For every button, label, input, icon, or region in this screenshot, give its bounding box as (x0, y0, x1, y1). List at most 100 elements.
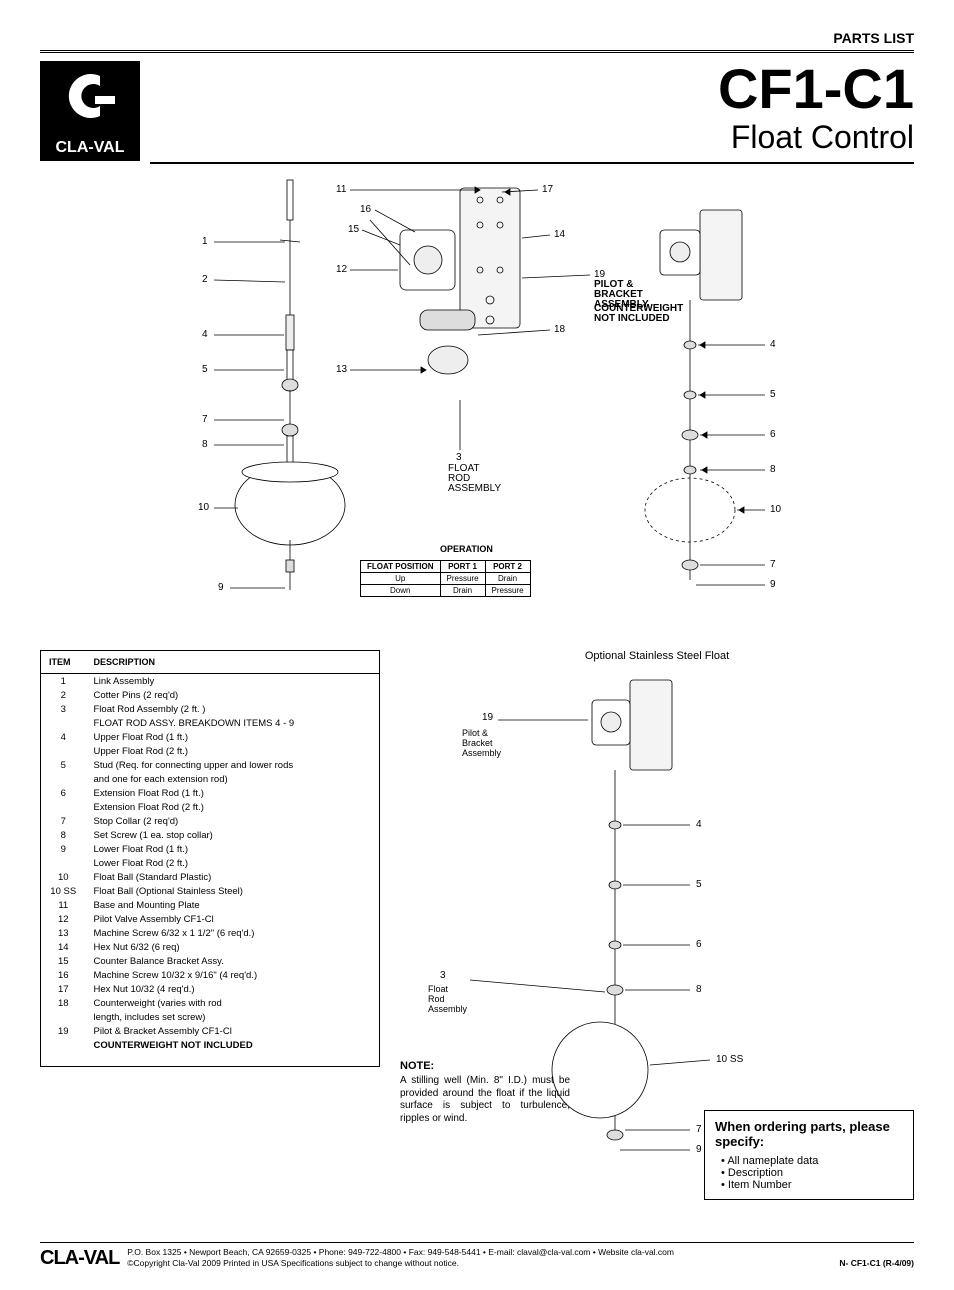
opt-callout-19: 19 (482, 712, 493, 723)
float-rod-label: FLOAT ROD ASSEMBLY (448, 464, 501, 494)
pt-desc: Machine Screw 10/32 x 9/16" (4 req'd.) (86, 968, 380, 982)
op-h2: PORT 1 (440, 561, 485, 573)
opt-r6: 6 (696, 939, 702, 950)
pt-item: 10 (41, 870, 86, 884)
counterweight-label: COUNTERWEIGHT NOT INCLUDED (594, 304, 683, 324)
table-row: 6Extension Float Rod (1 ft.) (41, 786, 380, 800)
operation-table: FLOAT POSITION PORT 1 PORT 2 Up Pressure… (360, 560, 531, 597)
op-r2c2: Drain (440, 585, 485, 597)
callout-r7: 7 (770, 559, 776, 570)
title-row: CLA-VAL CF1-C1 Float Control (40, 61, 914, 164)
pt-item: 14 (41, 940, 86, 954)
table-row: 2Cotter Pins (2 req'd) (41, 688, 380, 702)
callout-12: 12 (336, 264, 347, 275)
table-row: 9Lower Float Rod (1 ft.) (41, 842, 380, 856)
pt-desc: Set Screw (1 ea. stop collar) (86, 828, 380, 842)
title-block: CF1-C1 Float Control (150, 61, 914, 164)
op-r1c1: Up (361, 573, 441, 585)
footer-doc-id: N- CF1-C1 (R-4/09) (839, 1258, 914, 1269)
callout-11: 11 (336, 184, 346, 195)
callout-5: 5 (202, 364, 208, 375)
pt-desc: Lower Float Rod (2 ft.) (86, 856, 380, 870)
op-h1: FLOAT POSITION (361, 561, 441, 573)
order-item: Description (721, 1167, 903, 1179)
pt-desc: Hex Nut 6/32 (6 req) (86, 940, 380, 954)
pt-desc: Float Ball (Standard Plastic) (86, 870, 380, 884)
product-name: Float Control (150, 119, 914, 156)
pt-desc: Hex Nut 10/32 (4 req'd.) (86, 982, 380, 996)
opt-callout-3: 3 (440, 970, 446, 981)
callout-7: 7 (202, 414, 208, 425)
main-diagram: 1 2 4 5 7 8 10 9 11 16 15 12 13 17 14 19… (40, 170, 914, 640)
pt-item: 17 (41, 982, 86, 996)
callout-r9: 9 (770, 579, 776, 590)
footer-brand: CLA-VAL (40, 1247, 119, 1270)
parts-table: ITEM DESCRIPTION 1Link Assembly2Cotter P… (40, 650, 380, 1067)
table-row: Upper Float Rod (2 ft.) (41, 744, 380, 758)
pt-desc: Extension Float Rod (2 ft.) (86, 800, 380, 814)
pt-item: 9 (41, 842, 86, 856)
callout-15: 15 (348, 224, 359, 235)
pt-item: 10 SS (41, 884, 86, 898)
table-row: FLOAT ROD ASSY. BREAKDOWN ITEMS 4 - 9 (41, 716, 380, 730)
optional-column: Optional Stainless Steel Float (400, 650, 914, 1230)
op-h3: PORT 2 (485, 561, 530, 573)
pt-desc: Float Rod Assembly (2 ft. ) (86, 702, 380, 716)
title-underline (150, 162, 914, 164)
opt-r4: 4 (696, 819, 702, 830)
opt-r8: 8 (696, 984, 702, 995)
note-text: A stilling well (Min. 8" I.D.) must be p… (400, 1075, 570, 1125)
table-row: 15Counter Balance Bracket Assy. (41, 954, 380, 968)
model-number: CF1-C1 (150, 61, 914, 117)
opt-float-rod: Float Rod Assembly (428, 984, 467, 1014)
callout-9: 9 (218, 582, 224, 593)
pt-h-item: ITEM (41, 651, 86, 674)
table-row: 18Counterweight (varies with rod (41, 996, 380, 1010)
opt-r5: 5 (696, 879, 702, 890)
table-row: 10Float Ball (Standard Plastic) (41, 870, 380, 884)
table-row: 19Pilot & Bracket Assembly CF1-Cl (41, 1024, 380, 1038)
pt-item: 13 (41, 926, 86, 940)
table-row: 5Stud (Req. for connecting upper and low… (41, 758, 380, 772)
pt-item: 8 (41, 828, 86, 842)
table-row: 12Pilot Valve Assembly CF1-Cl (41, 912, 380, 926)
pt-desc: Base and Mounting Plate (86, 898, 380, 912)
pt-item: 2 (41, 688, 86, 702)
pt-item: 11 (41, 898, 86, 912)
callout-17: 17 (542, 184, 553, 195)
table-row: and one for each extension rod) (41, 772, 380, 786)
pt-desc: Upper Float Rod (1 ft.) (86, 730, 380, 744)
pt-desc: Stud (Req. for connecting upper and lowe… (86, 758, 380, 772)
table-row: Lower Float Rod (2 ft.) (41, 856, 380, 870)
pt-item: 5 (41, 758, 86, 772)
table-row: 11Base and Mounting Plate (41, 898, 380, 912)
pt-item: 7 (41, 814, 86, 828)
table-row: 16Machine Screw 10/32 x 9/16" (4 req'd.) (41, 968, 380, 982)
opt-pilot-bracket: Pilot & Bracket Assembly (462, 728, 501, 758)
callout-1: 1 (202, 236, 208, 247)
brand-name: CLA-VAL (55, 139, 124, 157)
callout-2: 2 (202, 274, 208, 285)
pt-h-desc: DESCRIPTION (86, 651, 380, 674)
callout-r10: 10 (770, 504, 781, 515)
op-r2c1: Down (361, 585, 441, 597)
op-r1c3: Drain (485, 573, 530, 585)
table-row: 17Hex Nut 10/32 (4 req'd.) (41, 982, 380, 996)
callout-r5: 5 (770, 389, 776, 400)
pt-desc: Upper Float Rod (2 ft.) (86, 744, 380, 758)
table-row: 8Set Screw (1 ea. stop collar) (41, 828, 380, 842)
pt-desc: Cotter Pins (2 req'd) (86, 688, 380, 702)
page-footer: CLA-VAL P.O. Box 1325 • Newport Beach, C… (40, 1242, 914, 1270)
optional-title: Optional Stainless Steel Float (400, 650, 914, 662)
table-row: COUNTERWEIGHT NOT INCLUDED (41, 1038, 380, 1052)
pt-item (41, 1010, 86, 1024)
callout-r8: 8 (770, 464, 776, 475)
opt-r7: 7 (696, 1124, 702, 1135)
pt-desc: length, includes set screw) (86, 1010, 380, 1024)
callout-16: 16 (360, 204, 371, 215)
opt-r9: 9 (696, 1144, 702, 1155)
callout-8: 8 (202, 439, 208, 450)
callout-3: 3 (456, 452, 462, 463)
footer-text: P.O. Box 1325 • Newport Beach, CA 92659-… (127, 1247, 914, 1269)
pt-desc: Pilot Valve Assembly CF1-Cl (86, 912, 380, 926)
